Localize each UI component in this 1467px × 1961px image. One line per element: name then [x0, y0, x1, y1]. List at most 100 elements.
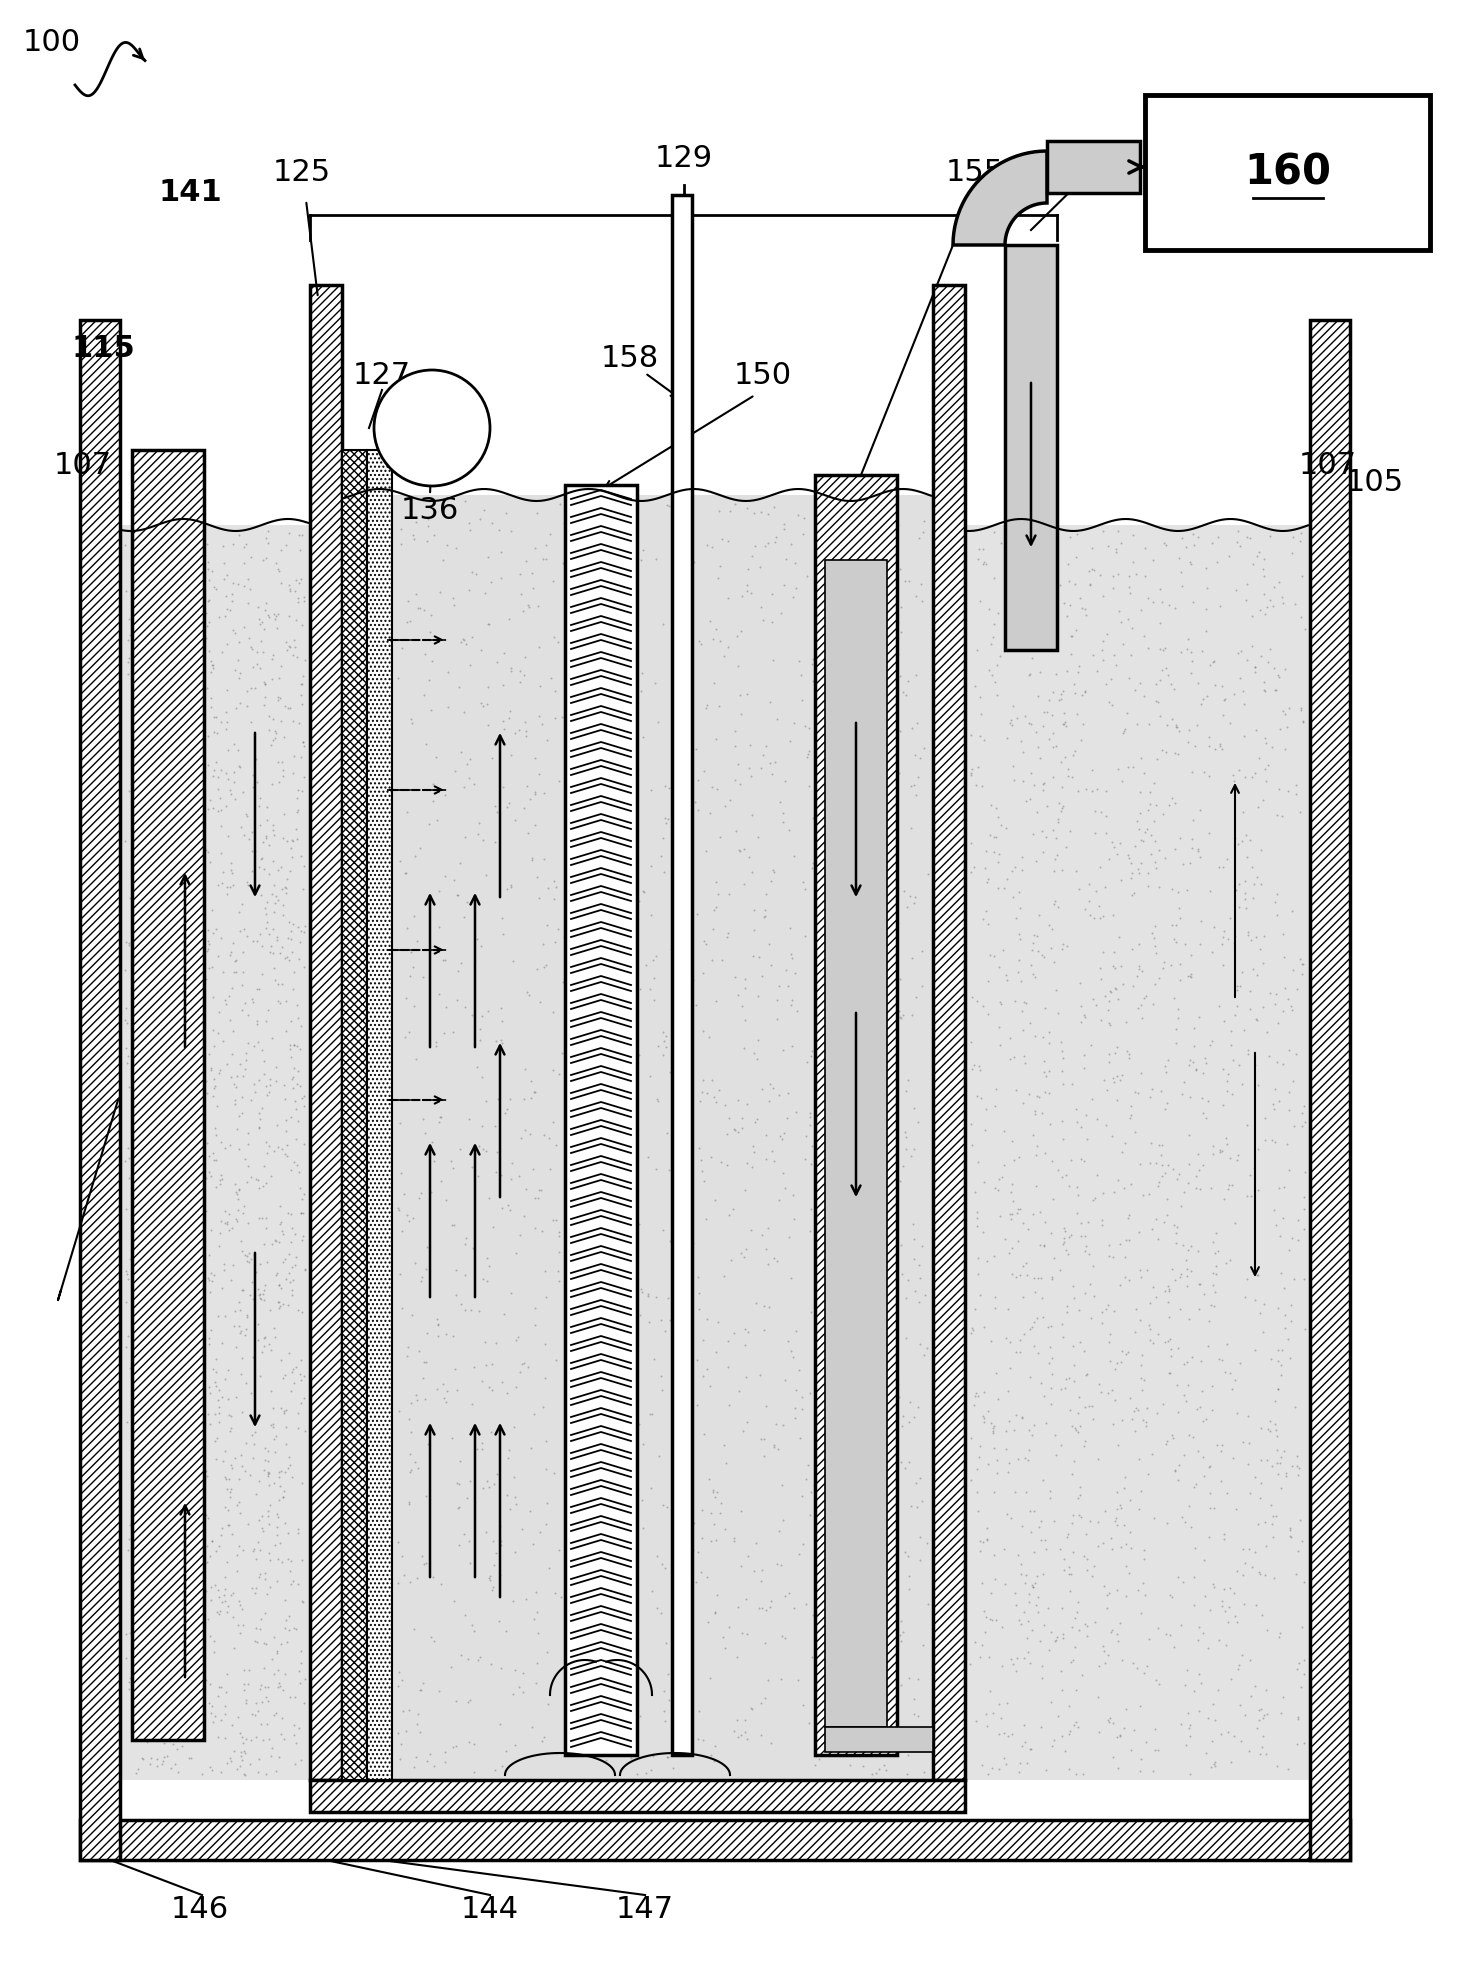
Point [227, 1182, 251, 1214]
Point [844, 541, 867, 573]
Point [136, 639, 160, 671]
Point [1182, 529, 1206, 561]
Point [1062, 1365, 1086, 1396]
Point [280, 1198, 304, 1230]
Point [172, 1665, 195, 1696]
Point [445, 531, 468, 563]
Point [984, 822, 1008, 853]
Point [1254, 592, 1278, 624]
Point [292, 731, 315, 763]
Point [1194, 616, 1218, 647]
Point [150, 1051, 173, 1082]
Point [899, 771, 923, 802]
Point [1039, 1332, 1062, 1363]
Point [883, 645, 907, 677]
Point [449, 947, 472, 979]
Point [477, 608, 500, 639]
Point [836, 616, 860, 647]
Point [227, 1618, 251, 1649]
Point [675, 771, 698, 802]
Point [628, 1208, 651, 1239]
Point [505, 1324, 528, 1355]
Point [167, 669, 191, 700]
Point [760, 606, 783, 637]
Point [780, 1335, 804, 1367]
Point [612, 804, 635, 835]
Point [232, 1610, 255, 1641]
Point [1179, 657, 1203, 688]
Point [553, 800, 577, 831]
Point [398, 1486, 421, 1518]
Point [629, 1273, 653, 1304]
Point [1269, 1349, 1292, 1381]
Point [1008, 892, 1031, 924]
Point [252, 1628, 276, 1659]
Point [621, 1212, 644, 1243]
Point [151, 1086, 175, 1118]
Point [1244, 714, 1267, 745]
Point [214, 1196, 238, 1228]
Point [290, 1082, 314, 1114]
Point [157, 982, 180, 1014]
Point [603, 1581, 626, 1612]
Point [1266, 1373, 1289, 1404]
Point [1072, 1335, 1096, 1367]
Point [1017, 1414, 1040, 1445]
Point [113, 826, 136, 857]
Point [1090, 1210, 1113, 1241]
Point [1074, 1426, 1097, 1457]
Point [719, 494, 742, 526]
Point [1033, 1137, 1056, 1169]
Point [133, 1641, 157, 1673]
Point [425, 1308, 449, 1339]
Point [497, 702, 521, 733]
Point [447, 1490, 471, 1522]
Point [863, 1494, 886, 1526]
Point [248, 918, 271, 949]
Point [1128, 667, 1152, 698]
Point [1231, 1069, 1254, 1100]
Point [271, 1288, 295, 1320]
Point [161, 994, 185, 1026]
Point [123, 1643, 147, 1675]
Point [667, 1243, 691, 1275]
Point [494, 1379, 518, 1410]
Point [1130, 1002, 1153, 1033]
Point [1279, 1290, 1303, 1322]
Point [163, 792, 186, 824]
Point [1102, 1063, 1125, 1094]
Point [880, 753, 904, 784]
Point [145, 702, 169, 733]
Point [640, 849, 663, 880]
Point [1256, 647, 1279, 679]
Point [1134, 531, 1157, 563]
Point [205, 1722, 229, 1753]
Point [289, 1198, 312, 1230]
Point [898, 1663, 921, 1694]
Point [1125, 1294, 1149, 1326]
Point [839, 1657, 863, 1688]
Point [1050, 771, 1074, 802]
Point [263, 1467, 286, 1498]
Point [1248, 1298, 1272, 1330]
Point [987, 641, 1011, 673]
Point [1251, 1732, 1275, 1763]
Point [876, 1383, 899, 1414]
Point [1108, 922, 1131, 953]
Point [1052, 930, 1075, 961]
Point [288, 943, 311, 975]
Point [791, 684, 814, 716]
Point [1130, 1477, 1153, 1508]
Point [1009, 1608, 1033, 1639]
Point [188, 963, 211, 994]
Point [1263, 653, 1287, 684]
Point [1052, 1222, 1075, 1253]
Point [1028, 1712, 1052, 1743]
Point [704, 1524, 728, 1555]
Point [1028, 657, 1052, 688]
Point [153, 1700, 176, 1732]
Point [208, 1704, 232, 1735]
Point [141, 1698, 164, 1730]
Point [268, 986, 292, 1018]
Point [261, 704, 285, 735]
